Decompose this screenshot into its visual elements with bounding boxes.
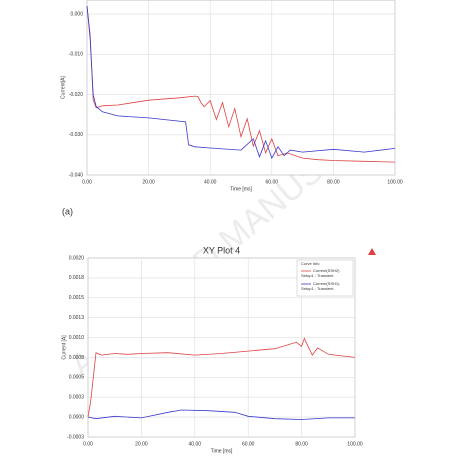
- legend-label: Current(SSH1): [313, 281, 340, 286]
- y-tick-label: 0.0013: [69, 315, 85, 321]
- x-tick-label: 40.00: [189, 441, 202, 447]
- y-tick-label: 0.0015: [69, 295, 85, 301]
- y-tick-label: -0.010: [69, 52, 83, 58]
- y-tick-label: 0.0020: [69, 255, 85, 261]
- series-line: [87, 337, 356, 418]
- x-tick-label: 0.00: [82, 179, 92, 185]
- x-tick-label: 60.00: [242, 441, 255, 447]
- plot-icon: [368, 248, 376, 255]
- y-tick-label: 0.000: [70, 11, 83, 17]
- series-line: [86, 5, 396, 160]
- series-line: [87, 409, 355, 420]
- chart-title: XY Plot 4: [203, 245, 240, 255]
- legend-label: Current(SSH2): [313, 268, 340, 273]
- y-tick-label: 0.0003: [69, 395, 85, 401]
- y-tick-label: 0.0018: [69, 275, 85, 281]
- y-tick-label: -0.030: [69, 132, 83, 138]
- x-tick-label: 0.00: [83, 441, 93, 447]
- legend-setup: Setup1 : Transient: [301, 286, 334, 291]
- x-tick-label: 20.00: [142, 179, 155, 185]
- x-axis-label: Time [ms]: [211, 448, 233, 454]
- plot-area: [86, 0, 396, 176]
- x-tick-label: 80.00: [295, 441, 308, 447]
- series-line: [86, 5, 396, 163]
- y-tick-label: 0.0008: [69, 355, 85, 361]
- caption: (a): [62, 206, 73, 216]
- legend-setup: Setup1 : Transient: [301, 273, 334, 278]
- x-tick-label: 100.00: [347, 441, 363, 447]
- y-tick-label: 0.0000: [69, 414, 85, 420]
- x-tick-label: 100.00: [387, 179, 403, 185]
- x-tick-label: 40.00: [204, 179, 217, 185]
- x-tick-label: 80.00: [327, 179, 340, 185]
- x-tick-label: 60.00: [266, 179, 279, 185]
- y-tick-label: -0.040: [69, 172, 83, 178]
- y-tick-label: -0.020: [69, 92, 83, 98]
- x-axis-label: Time [ms]: [230, 186, 252, 192]
- y-axis-label: Current[A]: [60, 76, 66, 99]
- x-tick-label: 20.00: [135, 441, 148, 447]
- y-tick-label: 0.0010: [69, 335, 85, 341]
- legend-box: [296, 259, 354, 297]
- y-tick-label: 0.0005: [69, 375, 85, 381]
- y-tick-label: -0.0003: [67, 434, 84, 440]
- legend-title: Curve Info: [301, 261, 320, 266]
- y-axis-label: Current [A]: [61, 335, 67, 360]
